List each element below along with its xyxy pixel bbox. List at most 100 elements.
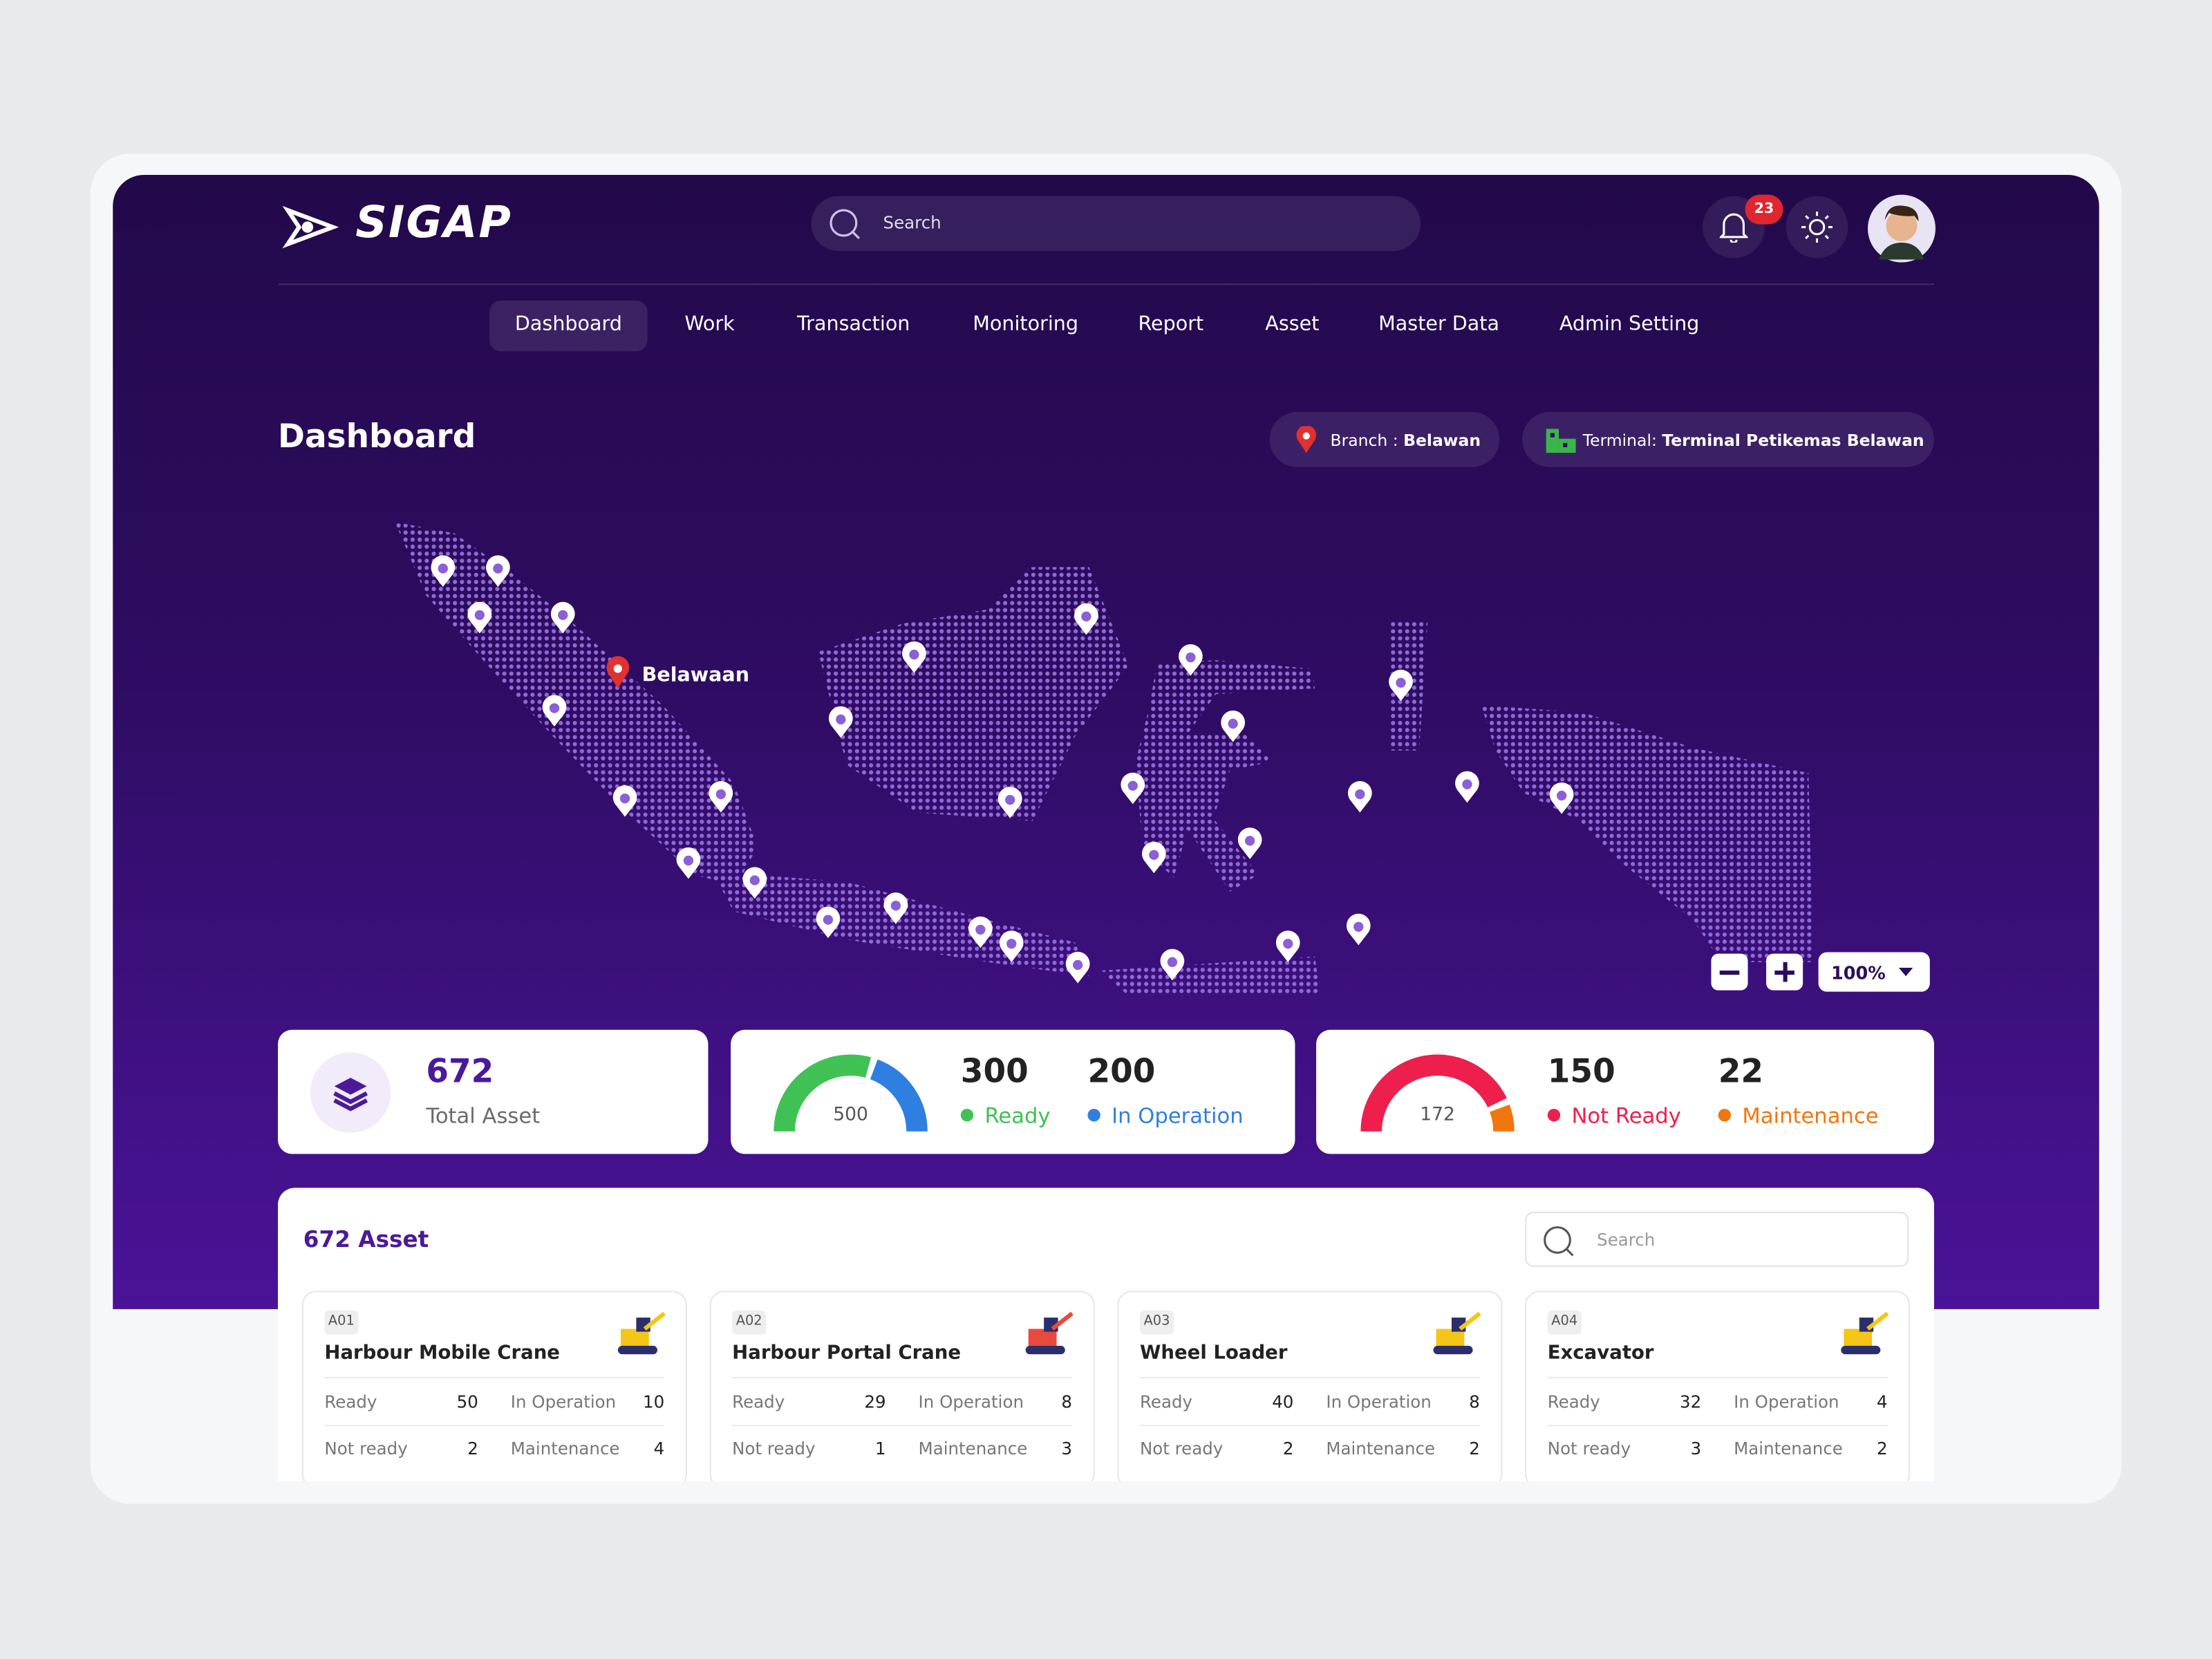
map-pin-dot [1557,790,1567,801]
island-papua [1481,705,1813,962]
branch-filter[interactable]: Branch : Belawan [1269,411,1500,467]
stat-label: Maintenance [918,1438,1028,1459]
nav-item[interactable]: Master Data [1378,313,1500,336]
page-title: Dashboard [278,419,476,456]
branch-label: Branch : Belawan [1330,430,1481,450]
stat-label: Maintenance [510,1438,620,1459]
maintenance-value: 22 [1718,1053,1764,1091]
notification-button[interactable] [1703,196,1765,259]
map: Belawaan [395,522,1813,996]
stat-value: 1 [875,1438,886,1459]
map-pin-dot [558,610,568,620]
stat-value: 2 [1282,1438,1294,1459]
stat-value: 29 [864,1392,886,1412]
island-nusa-tenggara [1100,956,1321,996]
map-pin-dot [1353,921,1364,932]
nav-item[interactable]: Work [684,313,735,336]
asset-code-badge [324,1310,359,1335]
in-operation-value: 200 [1087,1053,1156,1091]
map-pin-dot [1081,611,1091,621]
asset-title: 672 Asset [303,1226,429,1253]
total-icon [310,1052,391,1133]
theme-button[interactable] [1785,196,1848,259]
asset-code: A03 [1143,1313,1170,1329]
icon-track [617,1345,658,1355]
map-pin-dot [683,855,694,866]
zoom-in[interactable] [1766,953,1803,991]
branch-value: Belawan [1403,430,1481,451]
avatar[interactable] [1868,194,1936,263]
ready-value: 300 [960,1053,1029,1091]
map-pin-dot [1245,836,1255,846]
nav-item[interactable]: Asset [1265,313,1320,336]
map-pin-dot [823,915,834,925]
nav-item[interactable]: Report [1138,313,1204,336]
asset-icon [1433,1311,1481,1355]
nav-item[interactable]: Dashboard [514,313,622,336]
asset-divider [1139,1425,1480,1427]
map-pin-dot [619,793,630,804]
nav-item[interactable]: Transaction [796,313,910,336]
total-card: 672 Total Asset [278,1029,709,1154]
stat-value: 2 [1469,1438,1480,1459]
asset-card[interactable]: A03 Wheel Loader Ready 40 In Operation 8 Not r… [1117,1291,1503,1481]
asset-search[interactable]: Search [1525,1212,1909,1267]
map-pin-dot [549,703,560,713]
search-placeholder: Search [883,213,941,233]
asset-divider [1547,1425,1888,1427]
map-pin-dot [836,714,846,724]
icon-track [1025,1345,1065,1355]
terminal-label: Terminal: Terminal Petikemas Belawan [1583,430,1924,450]
zoom-select[interactable]: 100% [1818,952,1930,992]
stat-value: 3 [1061,1438,1073,1459]
asset-icon [617,1311,666,1355]
terminal-value: Terminal Petikemas Belawan [1662,430,1924,451]
asset-icon [1841,1311,1889,1355]
stat-value: 10 [643,1392,665,1412]
asset-search-placeholder: Search [1597,1230,1656,1250]
nav-item[interactable]: Admin Setting [1559,313,1700,336]
asset-card[interactable]: A01 Harbour Mobile Crane Ready 50 In Operati… [301,1291,687,1481]
map-pin-dot [1149,850,1159,860]
terminal-icon [1546,429,1576,453]
zoom-out[interactable] [1711,953,1748,991]
map-pin-dot [438,563,448,574]
total-label: Total Asset [426,1103,541,1129]
asset-code: A01 [328,1313,355,1329]
map-pin-dot [1355,789,1365,800]
island-sulawesi [1135,660,1315,892]
stat-label: Ready [1139,1392,1193,1412]
map-pin-dot [715,789,726,800]
map-pin-dot [1283,939,1293,949]
asset-code: A02 [735,1313,762,1329]
inactive-card: 172 150 Not Ready 22 Maintenance [1316,1029,1934,1154]
stat-label: Ready [324,1392,377,1412]
asset-divider [324,1425,665,1427]
map-pin-dot [1005,794,1015,805]
icon-arm [1866,1311,1889,1331]
in-operation-dot [1087,1109,1100,1122]
map-pin-dot [749,875,760,885]
map-marker-label: Belawaan [642,663,749,686]
asset-card[interactable]: A04 Excavator Ready 32 In Operation 4 Not read… [1525,1291,1911,1481]
asset-card[interactable]: A02 Harbour Portal Crane Ready 29 In Operati… [709,1291,1095,1481]
icon-track [1433,1345,1473,1355]
icon-arm [1459,1311,1481,1331]
asset-name: Harbour Portal Crane [732,1341,962,1365]
terminal-filter[interactable]: Terminal: Terminal Petikemas Belawan [1522,411,1934,467]
active-card: 500 300 Ready 200 In Operation [731,1029,1295,1154]
map-pin-dot [1006,939,1017,949]
icon-arm [643,1311,666,1331]
header-divider [278,283,1934,285]
icon-arm [1051,1311,1074,1331]
stat-label: In Operation [1734,1392,1839,1412]
nav-item[interactable]: Monitoring [973,313,1079,336]
asset-search-icon [1544,1226,1574,1257]
plus-v [1783,962,1787,982]
asset-name: Harbour Mobile Crane [324,1341,561,1365]
ready-dot [960,1109,974,1122]
search-bar[interactable]: Search [811,196,1421,252]
map-pin-dot [493,563,503,574]
map-pin-dot [975,924,986,935]
